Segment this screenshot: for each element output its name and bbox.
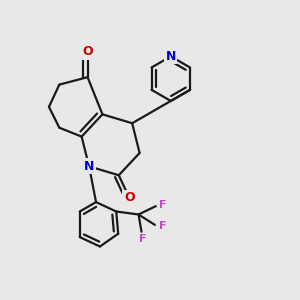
Text: F: F xyxy=(160,200,167,210)
Text: N: N xyxy=(166,50,176,63)
Text: O: O xyxy=(82,45,93,58)
Text: O: O xyxy=(124,191,134,204)
Text: N: N xyxy=(84,160,94,173)
Text: F: F xyxy=(139,234,147,244)
Text: F: F xyxy=(159,221,166,231)
